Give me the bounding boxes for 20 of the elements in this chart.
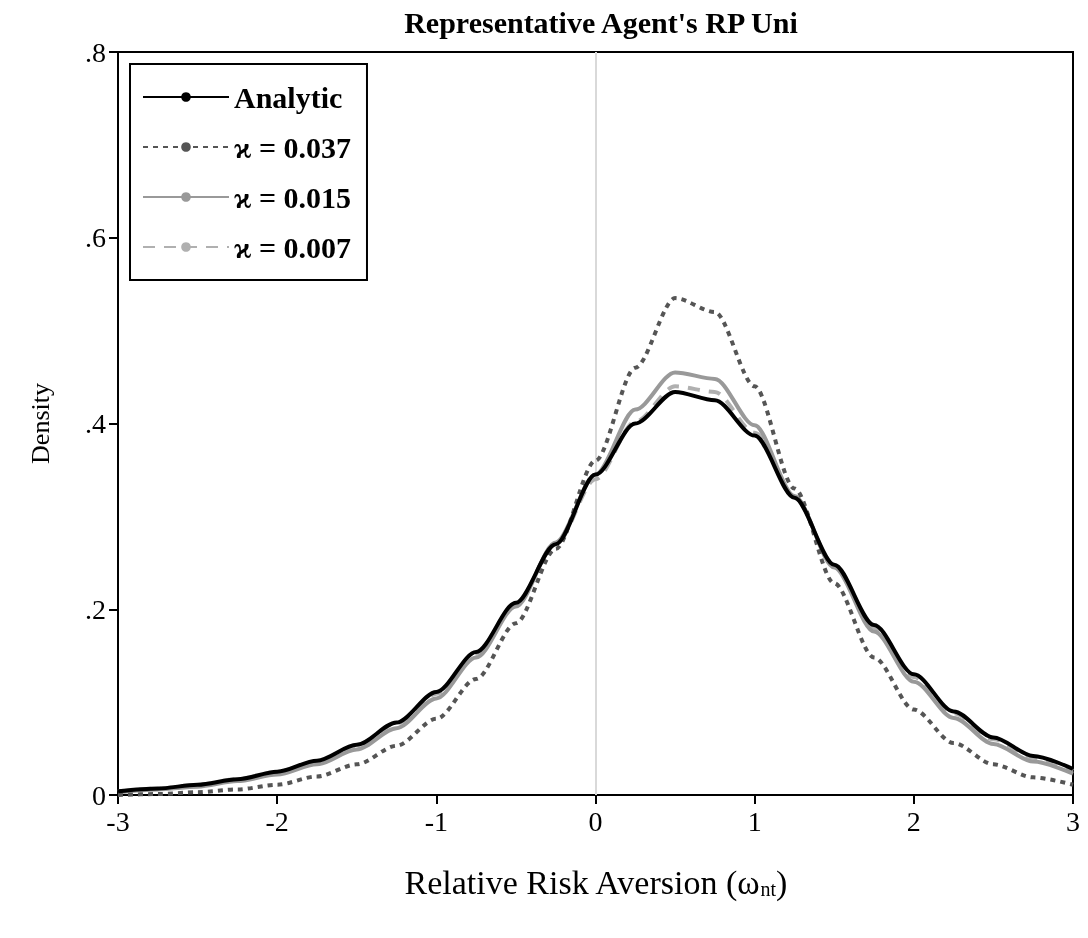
x-tick-label: -2 bbox=[265, 805, 289, 837]
legend-label: ϰ = 0.007 bbox=[234, 230, 351, 264]
legend-label: ϰ = 0.015 bbox=[234, 180, 351, 214]
line-series bbox=[116, 296, 1075, 797]
y-tick-label: 0 bbox=[92, 779, 106, 811]
y-tick-label: .6 bbox=[85, 222, 106, 254]
y-tick-label: .8 bbox=[85, 36, 106, 68]
x-tick-label: -3 bbox=[106, 805, 130, 837]
legend-label: ϰ = 0.037 bbox=[234, 130, 351, 164]
y-axis-title: Density bbox=[25, 383, 55, 464]
chart-title: Representative Agent's RP Uni bbox=[404, 5, 798, 39]
x-tick-label: 2 bbox=[906, 805, 921, 837]
x-tick-label: 3 bbox=[1066, 805, 1080, 837]
x-tick-label: 1 bbox=[747, 805, 762, 837]
x-axis-title: Relative Risk Aversion (ωnt) bbox=[404, 863, 788, 902]
y-tick-label: .4 bbox=[85, 408, 106, 439]
legend-label: Analytic bbox=[234, 80, 343, 114]
x-tick-label: 0 bbox=[588, 805, 603, 837]
y-tick-label: .2 bbox=[85, 593, 106, 625]
x-tick-label: -1 bbox=[424, 805, 448, 837]
